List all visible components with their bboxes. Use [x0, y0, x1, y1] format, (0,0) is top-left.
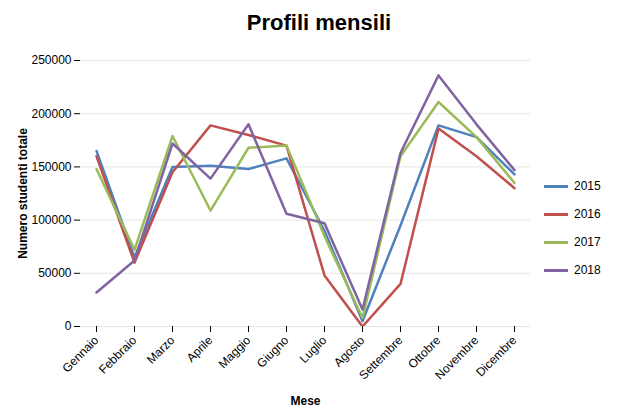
svg-text:Settembre: Settembre [356, 333, 405, 382]
svg-text:Luglio: Luglio [297, 333, 330, 366]
html-text:2017: 2017 [574, 235, 601, 249]
svg-text:Mese: Mese [290, 394, 320, 408]
svg-text:Marzo: Marzo [144, 333, 178, 367]
html-text:2018: 2018 [574, 263, 601, 277]
html-text:Profili mensili: Profili mensili [246, 10, 392, 35]
html-text:2016: 2016 [574, 207, 601, 221]
svg-text:250000: 250000 [31, 53, 71, 67]
svg-text:Dicembre: Dicembre [473, 333, 519, 379]
svg-text:100000: 100000 [31, 213, 71, 227]
svg-text:200000: 200000 [31, 107, 71, 121]
svg-text:Maggio: Maggio [216, 333, 254, 371]
svg-text:Agosto: Agosto [331, 333, 368, 370]
svg-text:Ottobre: Ottobre [405, 333, 444, 372]
svg-text:Gennaio: Gennaio [59, 333, 101, 375]
svg-text:50000: 50000 [38, 266, 72, 280]
svg-text:0: 0 [65, 319, 72, 333]
svg-text:Aprile: Aprile [184, 333, 216, 365]
svg-text:Novembre: Novembre [432, 333, 481, 382]
svg-text:150000: 150000 [31, 160, 71, 174]
html-text:2015: 2015 [574, 179, 601, 193]
svg-text:Numero studenti totale: Numero studenti totale [16, 128, 30, 259]
svg-text:Giugno: Giugno [254, 333, 291, 370]
svg-text:Febbraio: Febbraio [96, 333, 140, 377]
